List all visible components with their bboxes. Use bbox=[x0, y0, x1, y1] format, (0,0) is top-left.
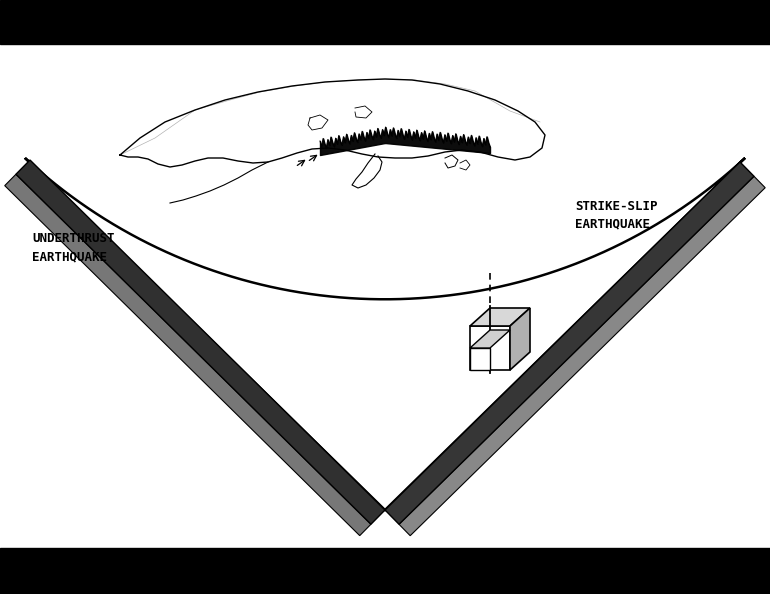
Polygon shape bbox=[470, 348, 490, 370]
Polygon shape bbox=[16, 160, 385, 525]
Text: STRIKE-SLIP
EARTHQUAKE: STRIKE-SLIP EARTHQUAKE bbox=[575, 200, 658, 230]
Text: UNDERTHRUST
EARTHQUAKE: UNDERTHRUST EARTHQUAKE bbox=[32, 232, 115, 264]
Polygon shape bbox=[510, 308, 530, 370]
Polygon shape bbox=[385, 162, 754, 525]
Polygon shape bbox=[470, 308, 530, 326]
Polygon shape bbox=[470, 326, 510, 370]
Polygon shape bbox=[399, 176, 765, 536]
Polygon shape bbox=[470, 330, 510, 348]
Bar bbox=[0, 0, 770, 44]
Bar bbox=[0, 548, 770, 594]
Polygon shape bbox=[5, 174, 371, 536]
Polygon shape bbox=[25, 158, 745, 510]
